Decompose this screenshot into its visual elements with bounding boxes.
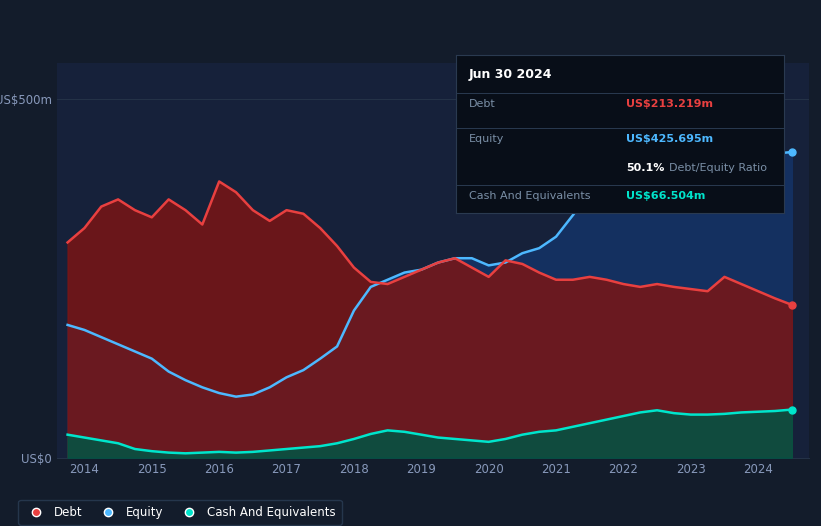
Legend: Debt, Equity, Cash And Equivalents: Debt, Equity, Cash And Equivalents bbox=[18, 500, 342, 525]
Text: US$213.219m: US$213.219m bbox=[626, 99, 713, 109]
Text: Debt/Equity Ratio: Debt/Equity Ratio bbox=[669, 163, 767, 173]
Text: Cash And Equivalents: Cash And Equivalents bbox=[469, 191, 590, 201]
Text: US$425.695m: US$425.695m bbox=[626, 134, 713, 144]
Text: Debt: Debt bbox=[469, 99, 496, 109]
Text: 50.1%: 50.1% bbox=[626, 163, 665, 173]
Text: US$66.504m: US$66.504m bbox=[626, 191, 706, 201]
Text: Equity: Equity bbox=[469, 134, 504, 144]
Text: Jun 30 2024: Jun 30 2024 bbox=[469, 68, 553, 81]
